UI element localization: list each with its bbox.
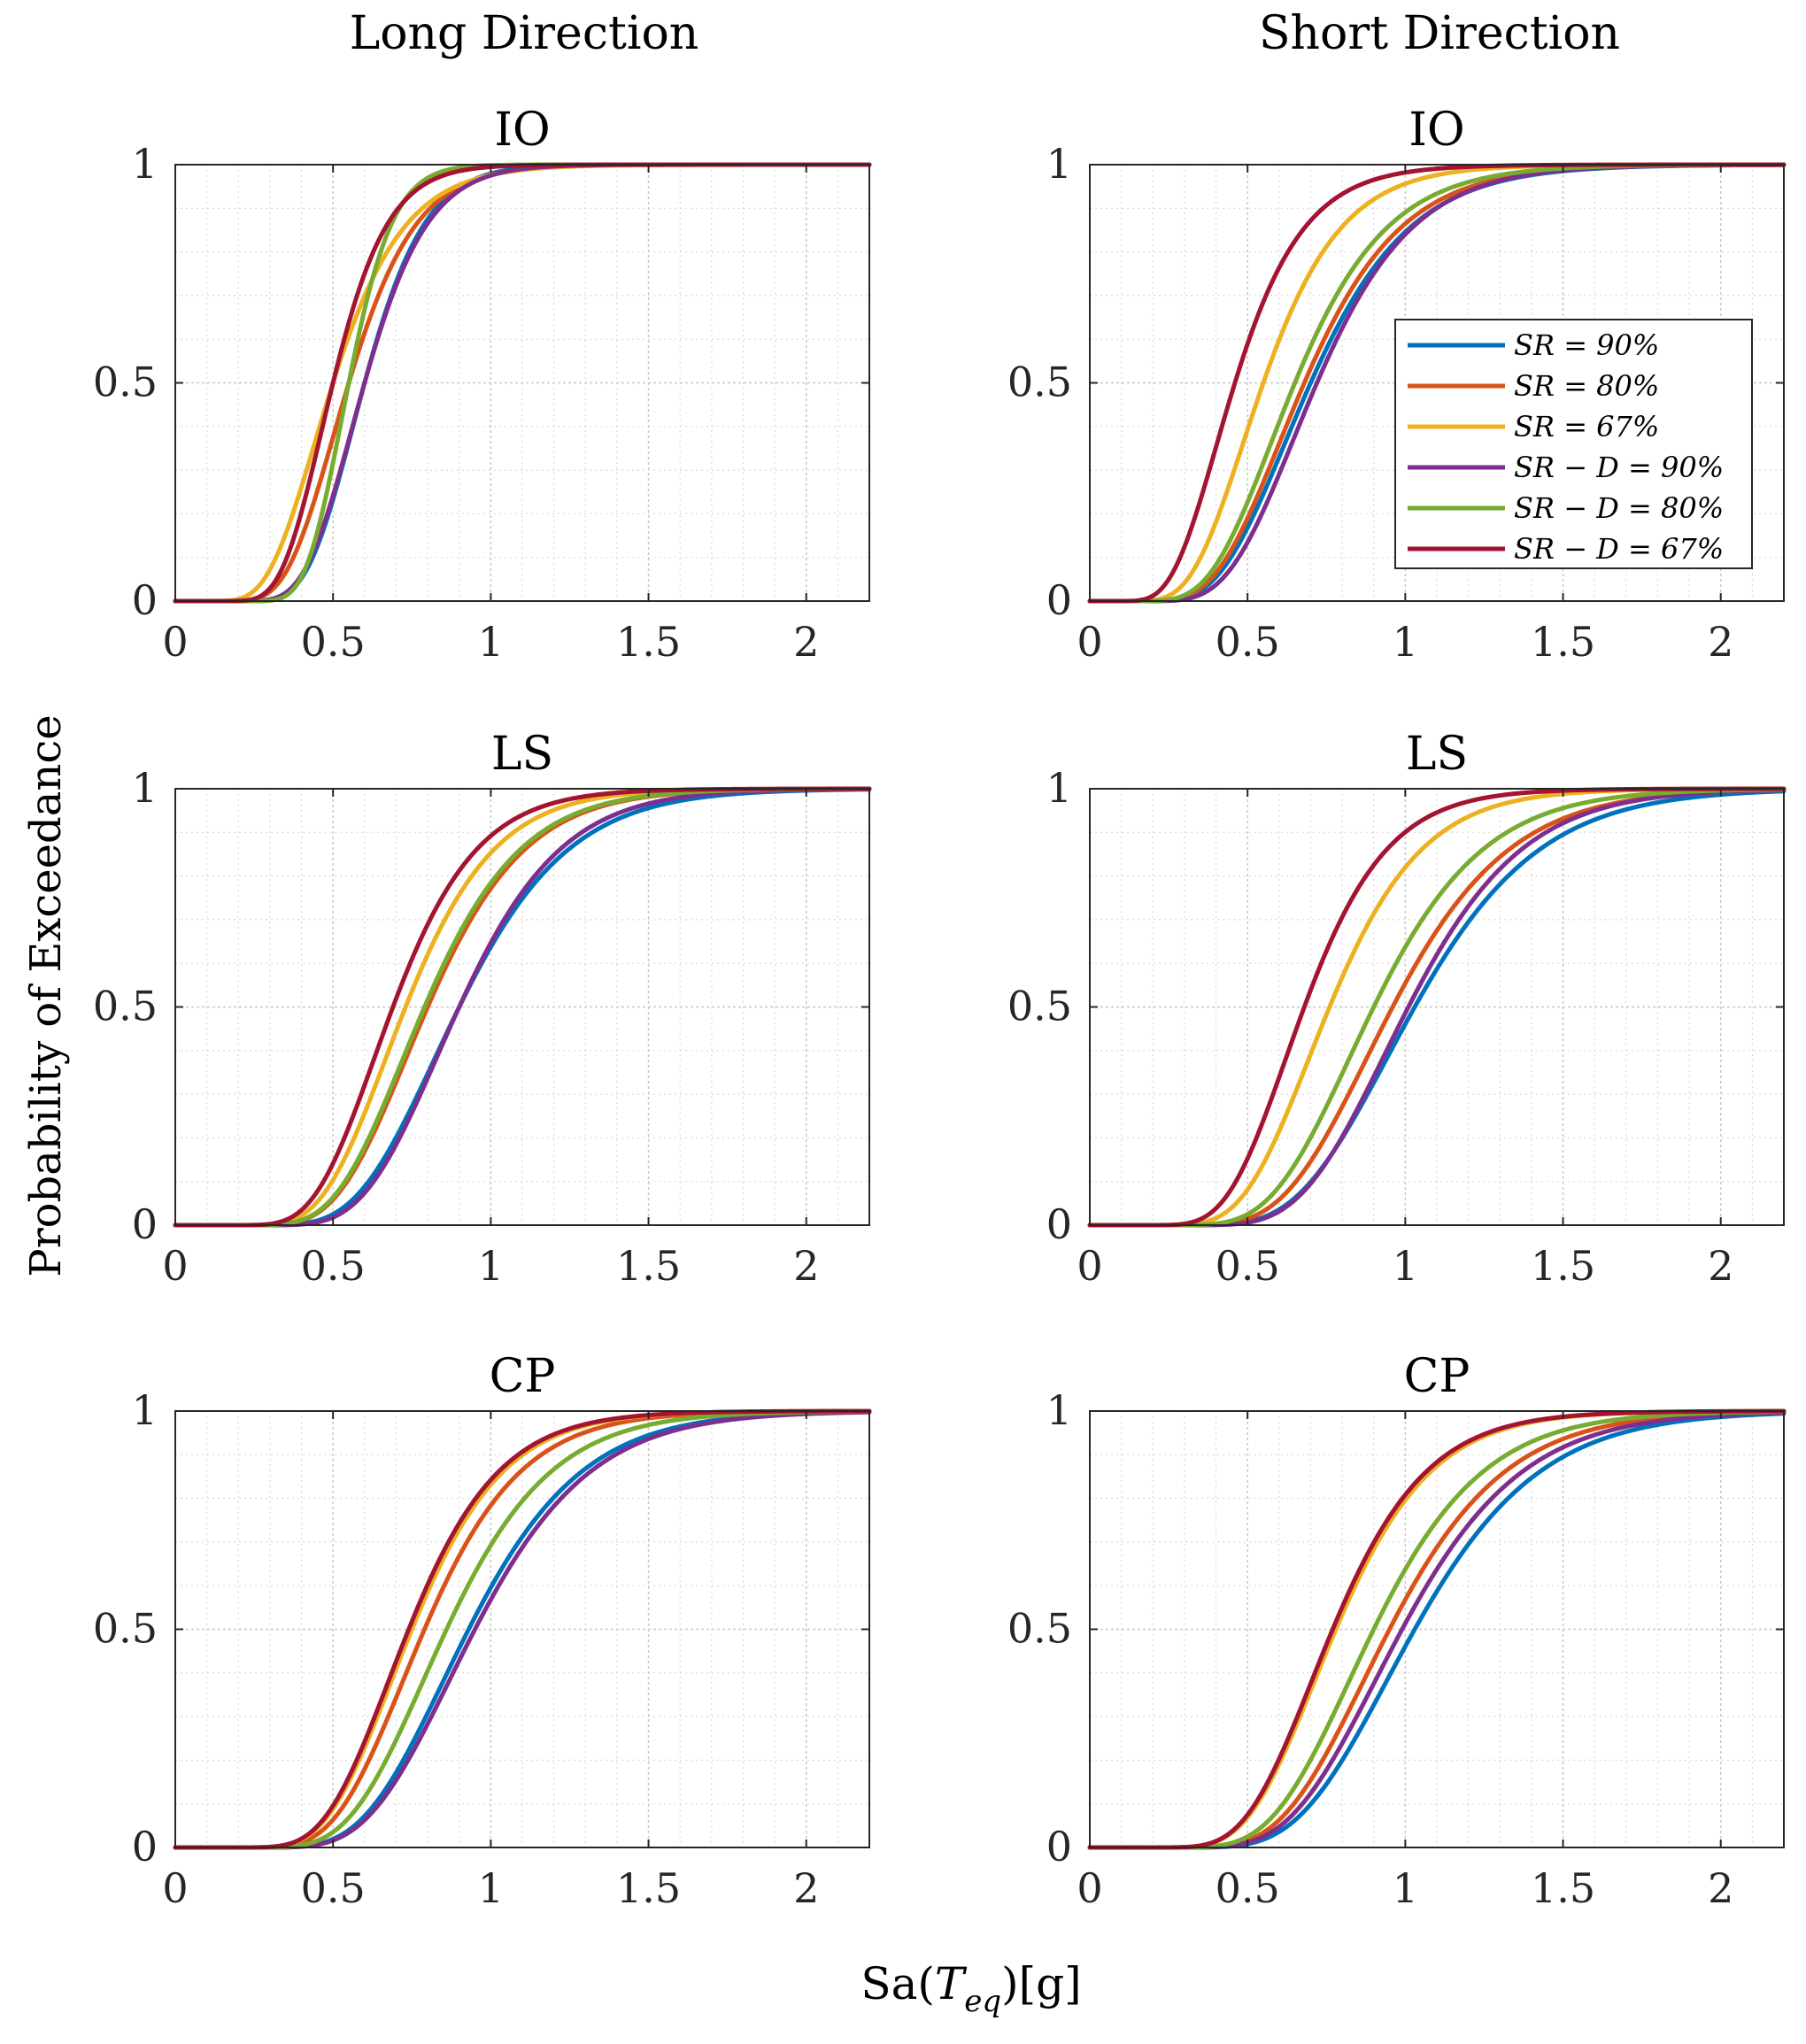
y-tick-label: 1 [1046, 1386, 1072, 1434]
panel-title: CP [1404, 1350, 1470, 1403]
y-tick-label: 0 [1046, 1200, 1072, 1248]
legend-label: SR = 67% [1514, 410, 1659, 444]
y-tick-label: 1 [132, 1386, 158, 1434]
x-tick-label: 2 [1708, 1242, 1733, 1290]
y-tick-label: 0.5 [1007, 983, 1072, 1030]
legend-label: SR − D = 67% [1514, 532, 1724, 566]
panel-ls-short: 0 0.5 1 1.5 2 0 0.5 1 LS [1007, 728, 1787, 1290]
panel-title: LS [1406, 728, 1468, 781]
x-tick-label: 0.5 [1216, 1242, 1280, 1290]
y-tick-label: 0 [1046, 1823, 1072, 1870]
y-tick-label: 0.5 [1007, 1605, 1072, 1653]
x-tick-label: 0 [162, 1864, 188, 1912]
y-tick-label: 1 [132, 140, 158, 188]
x-tick-label: 2 [1708, 618, 1733, 666]
y-tick-label: 0 [1046, 576, 1072, 624]
tick-marks [174, 164, 869, 602]
tick-marks [174, 1410, 869, 1848]
tick-marks [1089, 1410, 1784, 1848]
y-tick-label: 0 [132, 1200, 158, 1248]
x-tick-label: 0 [1077, 618, 1102, 666]
x-tick-label: 1 [478, 1864, 504, 1912]
panel-cp-short: 0 0.5 1 1.5 2 0 0.5 1 CP [1007, 1350, 1787, 1912]
x-tick-label: 0.5 [301, 618, 366, 666]
y-tick-label: 0.5 [93, 359, 158, 406]
x-tick-label: 1 [1393, 618, 1418, 666]
x-axis-label-tail: )[g] [1001, 1958, 1082, 2009]
y-tick-label: 0 [132, 1823, 158, 1870]
x-tick-label: 0.5 [301, 1864, 366, 1912]
panel-ls-long: 0 0.5 1 1.5 2 0 0.5 1 LS [93, 728, 872, 1290]
y-axis-label: Probability of Exceedance [21, 714, 71, 1277]
x-tick-label: 0.5 [1216, 618, 1280, 666]
y-tick-label: 0.5 [93, 983, 158, 1030]
legend-layer: SR = 90% SR = 80% SR = 67% SR − D = 90% SR −… [1394, 319, 1753, 569]
major-grid [1090, 789, 1784, 1225]
x-tick-label: 0 [162, 618, 188, 666]
y-tick-label: 0.5 [93, 1605, 158, 1653]
legend-label: SR = 80% [1514, 369, 1659, 403]
x-tick-label: 1.5 [1531, 1864, 1595, 1912]
x-axis-label: Sa(Teq)[g] [861, 1958, 1081, 2019]
y-tick-label: 1 [1046, 140, 1072, 188]
panels: 0 0.5 1 1.5 2 0 0.5 1 IO 0 0.5 1 1.5 2 0 0.5 1 IO 0 0.5 1 1.5… [93, 104, 1787, 1912]
panel-title: IO [1409, 104, 1464, 157]
major-grid [1090, 1411, 1784, 1847]
panel-io-long: 0 0.5 1 1.5 2 0 0.5 1 IO [93, 104, 872, 666]
legend-label: SR − D = 90% [1514, 451, 1724, 484]
panel-title: LS [491, 728, 553, 781]
x-tick-label: 1.5 [1531, 618, 1595, 666]
y-tick-label: 1 [1046, 764, 1072, 812]
x-tick-label: 1.5 [616, 618, 681, 666]
x-tick-label: 1 [478, 1242, 504, 1290]
x-tick-label: 1.5 [616, 1242, 681, 1290]
x-axis-label-main: Sa( [861, 1958, 935, 2009]
x-tick-label: 2 [793, 1864, 819, 1912]
tick-marks [174, 788, 869, 1226]
y-tick-label: 0.5 [1007, 359, 1072, 406]
x-axis-label-sub: eq [964, 1984, 1001, 2019]
panel-title: CP [490, 1350, 556, 1403]
tick-marks [1089, 164, 1784, 602]
major-grid [175, 1411, 869, 1847]
x-tick-label: 2 [793, 1242, 819, 1290]
tick-marks [1089, 788, 1784, 1226]
legend-box [1394, 319, 1753, 569]
panel-cp-long: 0 0.5 1 1.5 2 0 0.5 1 CP [93, 1350, 872, 1912]
column-title-long: Long Direction [350, 7, 699, 60]
x-tick-label: 1 [478, 618, 504, 666]
x-tick-label: 0 [1077, 1242, 1102, 1290]
major-grid [175, 789, 869, 1225]
x-tick-label: 0 [162, 1242, 188, 1290]
x-axis-label-T: T [935, 1958, 968, 2009]
x-tick-label: 0.5 [1216, 1864, 1280, 1912]
y-tick-label: 1 [132, 764, 158, 812]
legend-label: SR − D = 80% [1514, 491, 1724, 525]
x-tick-label: 2 [793, 618, 819, 666]
x-tick-label: 1 [1393, 1864, 1418, 1912]
panel-title: IO [494, 104, 550, 157]
x-tick-label: 1.5 [616, 1864, 681, 1912]
x-tick-label: 0.5 [301, 1242, 366, 1290]
x-tick-label: 1.5 [1531, 1242, 1595, 1290]
x-tick-label: 2 [1708, 1864, 1733, 1912]
legend-label: SR = 90% [1514, 328, 1659, 362]
x-tick-label: 1 [1393, 1242, 1418, 1290]
y-tick-label: 0 [132, 576, 158, 624]
column-title-short: Short Direction [1259, 7, 1620, 60]
x-tick-label: 0 [1077, 1864, 1102, 1912]
